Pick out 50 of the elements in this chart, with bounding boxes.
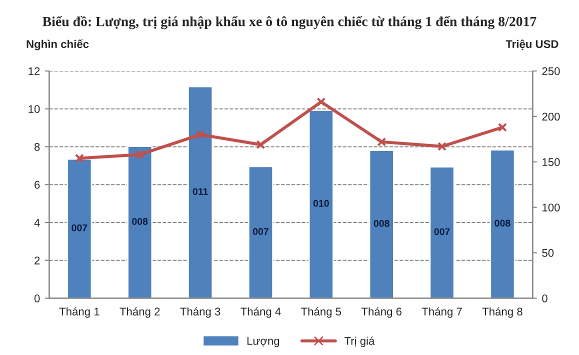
x-tick-label: Tháng 2 xyxy=(120,307,160,318)
legend-label: Trị giá xyxy=(344,336,375,348)
x-tick-label: Tháng 8 xyxy=(482,307,522,318)
y2-tick-label: 50 xyxy=(542,249,554,257)
bar xyxy=(490,149,516,298)
data-label: 008 xyxy=(494,220,510,227)
chart-title: Biểu đồ: Lượng, trị giá nhập khẩu xe ô tô nguyên chiếc từ tháng 1 đến tháng 8/2017 xyxy=(42,16,536,30)
legend-label: Lượng xyxy=(247,337,280,348)
y2-tick-label: 150 xyxy=(542,158,560,166)
y2-tick-label: 250 xyxy=(542,67,560,76)
data-label: 007 xyxy=(72,224,88,232)
bar xyxy=(248,166,274,298)
data-label: 010 xyxy=(313,200,329,207)
y2-tick-label: 200 xyxy=(542,112,560,121)
point xyxy=(316,97,326,106)
bar xyxy=(429,166,455,298)
y-tick-label: 10 xyxy=(28,105,40,113)
bar xyxy=(308,109,334,298)
data-label: 008 xyxy=(374,220,390,227)
bar xyxy=(368,150,394,298)
point xyxy=(377,137,386,146)
x-tick-label: Tháng 3 xyxy=(180,307,220,318)
x-tick-label: Tháng 5 xyxy=(301,307,342,318)
data-label: 008 xyxy=(132,218,148,225)
point xyxy=(498,122,507,132)
x-tick-label: Tháng 6 xyxy=(361,307,402,318)
y2-axis-title: Triệu USD xyxy=(506,40,558,50)
y2-tick-label: 100 xyxy=(542,204,560,212)
bar xyxy=(66,158,92,298)
y-tick-label: 8 xyxy=(34,143,40,151)
data-label: 011 xyxy=(192,188,208,195)
bar xyxy=(127,146,153,298)
y-tick-label: 12 xyxy=(28,67,40,76)
y-axis-title: Nghìn chiếc xyxy=(26,39,89,50)
y-tick-label: 2 xyxy=(34,256,40,264)
y2-tick-label: 0 xyxy=(542,294,548,302)
point xyxy=(438,142,447,151)
point xyxy=(135,150,144,160)
x-tick-label: Tháng 4 xyxy=(240,307,281,318)
point xyxy=(256,140,266,150)
y-tick-label: 0 xyxy=(34,294,40,302)
y-tick-label: 4 xyxy=(34,218,40,226)
x-tick-label: Tháng 1 xyxy=(59,307,100,318)
point xyxy=(196,130,205,140)
bar xyxy=(188,86,214,298)
y-tick-label: 6 xyxy=(34,180,40,189)
point xyxy=(74,154,84,163)
x-tick-label: Tháng 7 xyxy=(422,307,462,318)
data-label: 007 xyxy=(253,228,268,235)
data-label: 007 xyxy=(434,228,450,236)
